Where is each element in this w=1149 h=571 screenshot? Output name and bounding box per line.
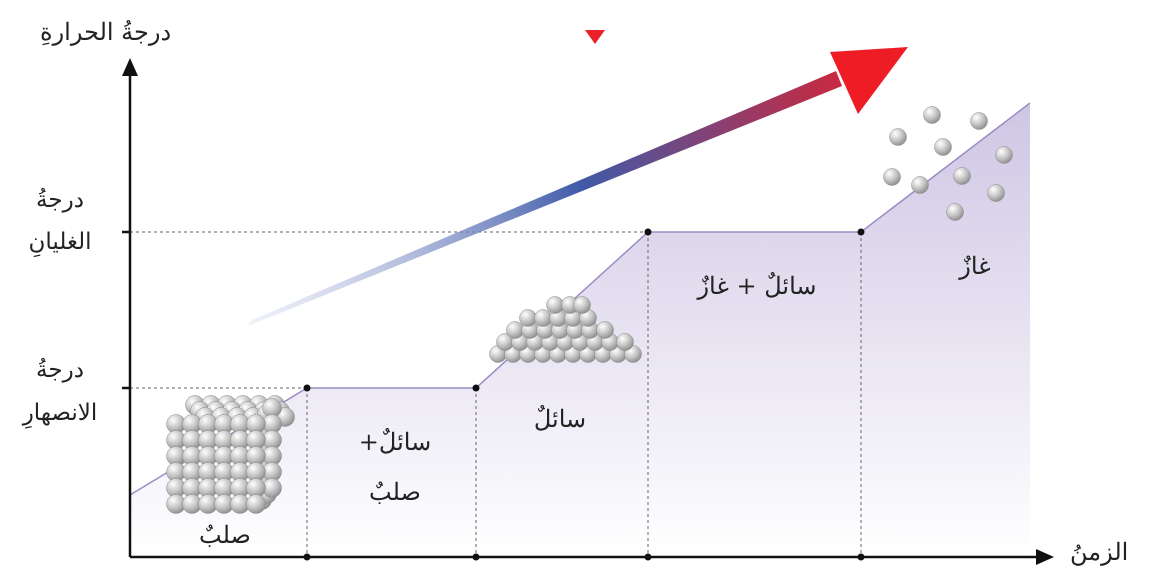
x-axis-arrowhead xyxy=(1036,549,1054,565)
boiling-point-label-line1: درجةُ xyxy=(36,187,84,213)
y-axis-arrowhead xyxy=(122,58,138,76)
region-solid-liquid-label-line1: سائلٌ+ xyxy=(358,428,432,456)
axes xyxy=(122,72,1040,559)
particle xyxy=(987,184,1005,202)
particle xyxy=(946,203,964,221)
down-marker-icon xyxy=(585,30,605,44)
region-solid-liquid-label-line2: صلبٌ xyxy=(369,478,421,506)
region-solid-label: صلبٌ xyxy=(199,521,251,549)
solid-particles-cube-icon xyxy=(166,395,295,514)
y-axis-label: درجةُ الحرارةِ xyxy=(40,18,172,46)
melting-point-label-line2: الانصهارِ xyxy=(22,400,98,426)
particle xyxy=(995,146,1013,164)
particle xyxy=(883,168,901,186)
header-caption xyxy=(260,0,960,8)
particle xyxy=(573,296,591,314)
curve-points xyxy=(303,228,865,392)
region-liquid-label: سائلٌ xyxy=(533,405,587,433)
particle xyxy=(923,106,941,124)
region-gas-label: غازٌ xyxy=(959,252,991,280)
region-dividers xyxy=(130,231,862,557)
particle xyxy=(506,321,524,339)
melting-point-label-line1: درجةُ xyxy=(36,357,84,383)
x-axis-label: الزمنُ xyxy=(1070,538,1129,566)
particle xyxy=(616,333,634,351)
particle xyxy=(953,167,971,185)
boiling-point-label-line2: الغليانِ xyxy=(28,229,92,255)
particle xyxy=(889,128,907,146)
increase-arrow-icon xyxy=(248,47,908,326)
gas-particles-scatter-icon xyxy=(883,106,1013,221)
particle xyxy=(596,321,614,339)
particle xyxy=(246,494,266,514)
particle xyxy=(534,309,552,327)
liquid-particles-heap-icon xyxy=(489,296,642,363)
particle xyxy=(546,296,564,314)
particle xyxy=(911,176,929,194)
particle xyxy=(934,138,952,156)
region-liquid-gas-label: سائلٌ + غازٌ xyxy=(697,272,817,300)
particle xyxy=(970,112,988,130)
particle xyxy=(519,309,537,327)
